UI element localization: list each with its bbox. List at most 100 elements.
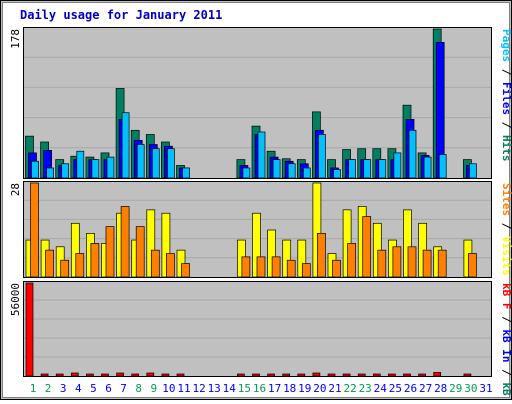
day-label: 31 xyxy=(479,382,492,395)
legend-part: / xyxy=(500,310,512,330)
bar-sites-day-5 xyxy=(90,243,100,278)
day-label: 5 xyxy=(90,382,97,395)
bar-sites-day-2 xyxy=(45,249,54,278)
bar-kb-f-day-24 xyxy=(372,373,381,377)
bar-sites-day-19 xyxy=(301,263,311,278)
axis-legend: Sites / Visits xyxy=(500,183,512,276)
bar-visits-day-9 xyxy=(146,209,156,278)
day-label: 13 xyxy=(208,382,221,395)
day-label: 1 xyxy=(30,382,37,395)
bar-kb-f-day-16 xyxy=(252,373,260,377)
bar-kb-f-day-30 xyxy=(463,373,472,377)
bar-kb-f-day-18 xyxy=(282,373,291,377)
day-label: 18 xyxy=(283,382,296,395)
legend-part: kB In xyxy=(500,329,512,362)
bar-kb-f-day-28 xyxy=(433,371,442,377)
day-label: 30 xyxy=(464,382,477,395)
bar-sites-day-18 xyxy=(286,259,296,278)
day-label: 9 xyxy=(150,382,157,395)
bar-sites-day-3 xyxy=(60,259,70,278)
legend-part: kB Out xyxy=(500,382,512,400)
bar-kb-f-day-3 xyxy=(55,373,64,377)
day-label: 21 xyxy=(328,382,341,395)
day-label: 15 xyxy=(238,382,251,395)
bar-sites-day-28 xyxy=(437,249,447,278)
bar-sites-day-1 xyxy=(30,182,39,278)
bar-kb-f-day-5 xyxy=(86,373,94,377)
bar-kb-f-day-4 xyxy=(70,372,79,377)
day-label: 25 xyxy=(389,382,402,395)
y-max-label: 178 xyxy=(9,29,22,49)
bar-pages-day-30 xyxy=(469,163,477,179)
bar-kb-f-day-15 xyxy=(237,373,245,377)
bar-pages-day-18 xyxy=(287,163,296,179)
day-label: 14 xyxy=(223,382,237,395)
bar-pages-day-24 xyxy=(378,159,387,179)
bar-pages-day-4 xyxy=(76,150,85,179)
legend-part: Hits xyxy=(500,135,512,162)
bar-kb-f-day-17 xyxy=(267,373,275,377)
bar-kb-f-day-22 xyxy=(342,373,351,377)
bar-kb-f-day-21 xyxy=(327,373,336,377)
bar-pages-day-5 xyxy=(91,159,100,179)
day-label: 22 xyxy=(343,382,356,395)
bar-sites-day-27 xyxy=(422,249,432,278)
bar-sites-day-30 xyxy=(468,253,477,278)
legend-part: / xyxy=(500,216,512,236)
axis-legend: Pages / Files / Hits xyxy=(500,29,512,162)
bar-pages-day-11 xyxy=(182,167,190,179)
day-label: 24 xyxy=(374,382,388,395)
bar-sites-day-25 xyxy=(392,246,402,278)
axis-legend: kB F / kB In / kB Out xyxy=(500,283,512,400)
bar-sites-day-20 xyxy=(317,233,326,278)
bar-pages-day-3 xyxy=(61,163,70,179)
day-label: 26 xyxy=(404,382,417,395)
legend-part: Files xyxy=(500,82,512,115)
bar-pages-day-2 xyxy=(46,167,54,179)
day-label: 12 xyxy=(192,382,205,395)
y-max-label: 28 xyxy=(9,183,22,196)
day-label: 4 xyxy=(75,382,82,395)
day-label: 10 xyxy=(162,382,175,395)
bar-pages-day-23 xyxy=(363,159,372,179)
panel-background xyxy=(23,281,492,377)
bar-visits-day-16 xyxy=(252,212,261,278)
day-label: 17 xyxy=(268,382,281,395)
bar-visits-day-26 xyxy=(403,209,412,278)
bar-sites-day-22 xyxy=(347,243,356,278)
bar-kb-f-day-20 xyxy=(312,372,321,377)
bar-pages-day-8 xyxy=(136,144,145,179)
bar-kb-f-day-2 xyxy=(40,373,49,377)
bar-pages-day-7 xyxy=(121,112,130,179)
bar-kb-f-day-25 xyxy=(388,373,396,377)
bar-pages-day-25 xyxy=(393,152,402,179)
day-label: 27 xyxy=(419,382,432,395)
day-label: 20 xyxy=(313,382,326,395)
bar-pages-day-16 xyxy=(257,131,266,179)
y-max-label: 56000 xyxy=(9,283,22,316)
bar-pages-day-20 xyxy=(318,134,326,179)
bar-sites-day-6 xyxy=(105,226,115,278)
bar-kb-f-day-6 xyxy=(101,373,109,377)
chart-title: Daily usage for January 2011 xyxy=(20,8,222,22)
legend-part: / xyxy=(500,62,512,82)
day-label: 2 xyxy=(45,382,52,395)
bar-sites-day-17 xyxy=(271,256,281,278)
bar-pages-day-19 xyxy=(302,167,311,179)
bar-pages-day-22 xyxy=(348,159,356,179)
bar-sites-day-11 xyxy=(181,263,190,278)
bar-pages-day-10 xyxy=(167,148,175,179)
day-label: 16 xyxy=(253,382,266,395)
legend-part: Visits xyxy=(500,236,512,276)
day-label: 28 xyxy=(434,382,447,395)
bar-sites-day-9 xyxy=(150,249,160,278)
day-label: 29 xyxy=(449,382,462,395)
bar-visits-day-19 xyxy=(297,239,307,278)
bar-kb-f-day-10 xyxy=(161,373,170,377)
bar-kb-f-day-8 xyxy=(131,373,140,377)
bar-visits-day-4 xyxy=(70,222,80,278)
bar-pages-day-21 xyxy=(333,169,341,179)
bar-pages-day-28 xyxy=(438,154,447,179)
day-label: 3 xyxy=(60,382,67,395)
